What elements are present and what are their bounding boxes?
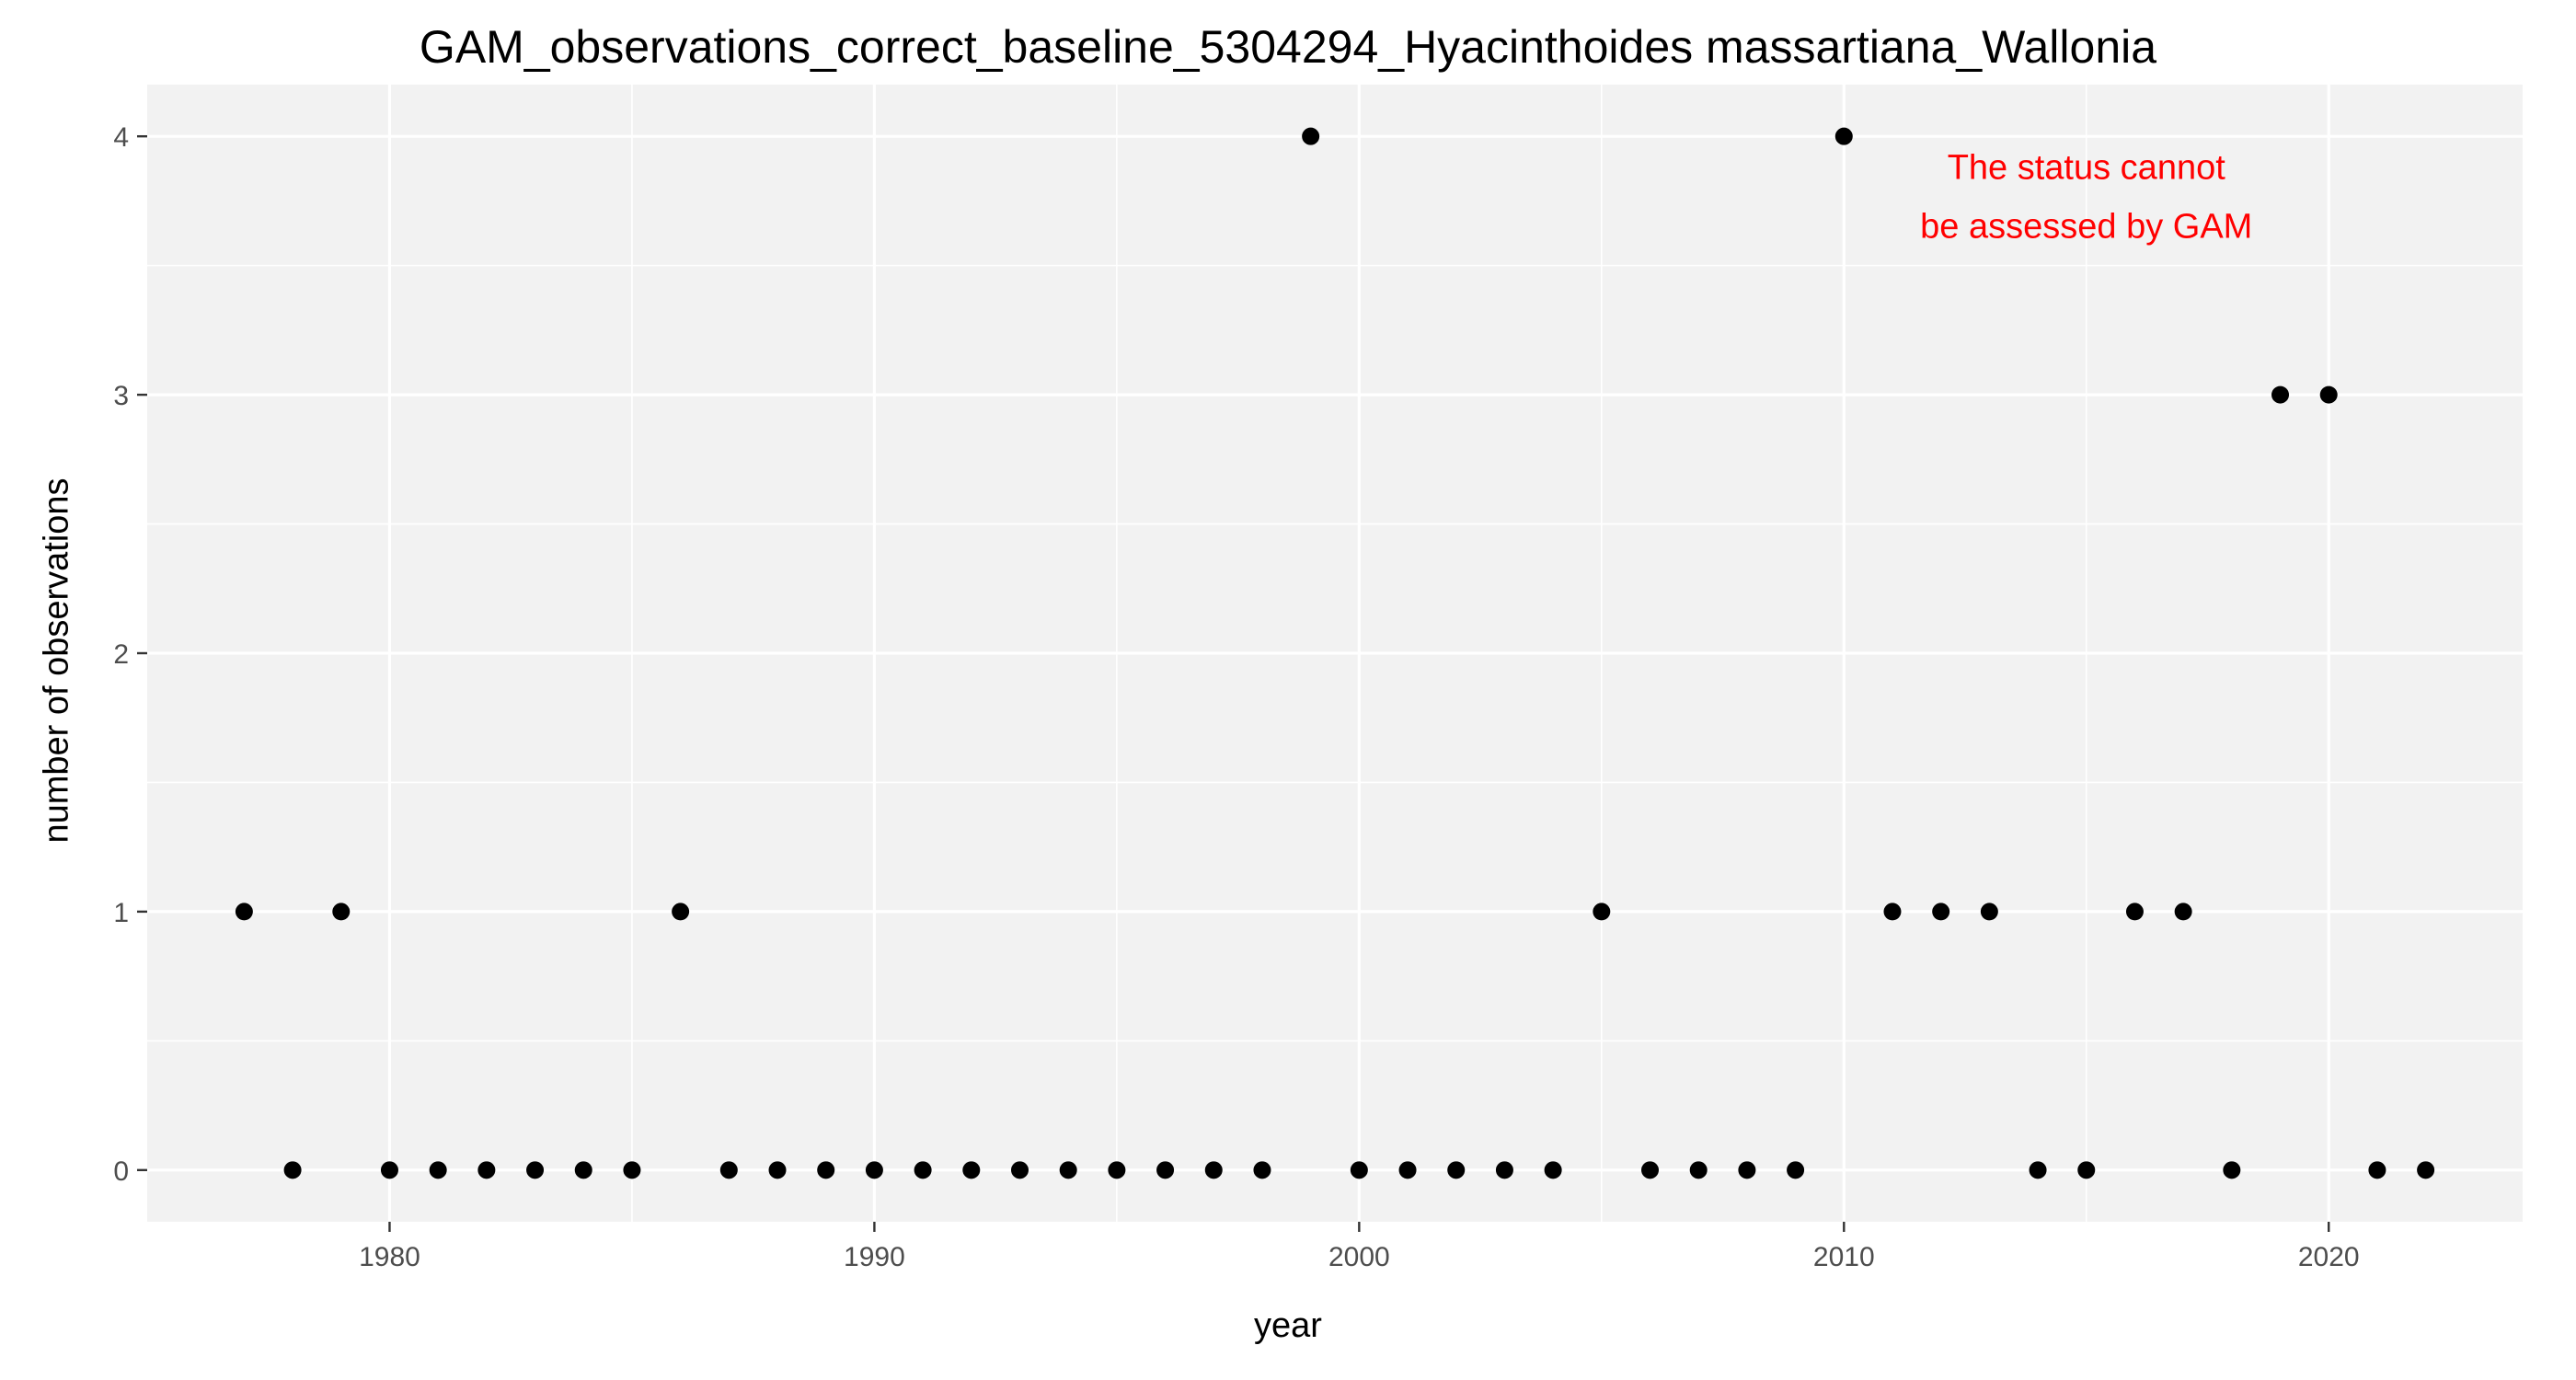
- data-point: [719, 1161, 738, 1179]
- x-tick-label: 1990: [844, 1242, 905, 1272]
- data-point: [768, 1161, 787, 1179]
- major-gridlines: [147, 85, 2523, 1222]
- data-point: [672, 903, 690, 921]
- data-point: [1544, 1161, 1562, 1179]
- y-tick-label: 1: [113, 898, 129, 928]
- chart-title: GAM_observations_correct_baseline_530429…: [419, 21, 2157, 73]
- data-point: [1593, 903, 1611, 921]
- data-points: [235, 127, 2435, 1179]
- data-point: [914, 1161, 932, 1179]
- data-point: [1010, 1161, 1029, 1179]
- data-point: [1689, 1161, 1708, 1179]
- x-tick-label: 2000: [1328, 1242, 1390, 1272]
- data-point: [1447, 1161, 1466, 1179]
- data-point: [1253, 1161, 1271, 1179]
- data-point: [477, 1161, 496, 1179]
- data-point: [332, 903, 351, 921]
- data-point: [1204, 1161, 1223, 1179]
- x-axis: 1980 1990 2000 2010 2020: [359, 1222, 2360, 1272]
- data-point: [235, 903, 253, 921]
- y-tick-label: 2: [113, 639, 129, 670]
- data-point: [1156, 1161, 1175, 1179]
- data-point: [1738, 1161, 1756, 1179]
- y-tick-label: 3: [113, 381, 129, 411]
- data-point: [1398, 1161, 1417, 1179]
- data-point: [1059, 1161, 1077, 1179]
- data-point: [817, 1161, 835, 1179]
- data-point: [865, 1161, 883, 1179]
- data-point: [2319, 385, 2338, 404]
- data-point: [2417, 1161, 2435, 1179]
- data-point: [2174, 903, 2192, 921]
- data-point: [1834, 127, 1853, 145]
- data-point: [623, 1161, 641, 1179]
- data-point: [1932, 903, 1950, 921]
- data-point: [1883, 903, 1902, 921]
- data-point: [2223, 1161, 2241, 1179]
- x-tick-label: 2010: [1813, 1242, 1875, 1272]
- data-point: [2077, 1161, 2096, 1179]
- data-point: [283, 1161, 302, 1179]
- data-point: [2271, 385, 2290, 404]
- y-tick-label: 4: [113, 122, 129, 153]
- x-tick-label: 2020: [2298, 1242, 2360, 1272]
- data-point: [2125, 903, 2144, 921]
- annotation-line-1: The status cannot: [1948, 148, 2226, 187]
- data-point: [1350, 1161, 1368, 1179]
- y-tick-label: 0: [113, 1156, 129, 1187]
- data-point: [1641, 1161, 1660, 1179]
- data-point: [2368, 1161, 2386, 1179]
- data-point: [1495, 1161, 1513, 1179]
- annotation-line-2: be assessed by GAM: [1920, 207, 2252, 246]
- y-axis: 0 1 2 3 4: [113, 122, 147, 1187]
- data-point: [1302, 127, 1320, 145]
- data-point: [1787, 1161, 1805, 1179]
- data-point: [962, 1161, 981, 1179]
- x-tick-label: 1980: [359, 1242, 420, 1272]
- data-point: [1980, 903, 1998, 921]
- data-point: [574, 1161, 592, 1179]
- data-point: [380, 1161, 398, 1179]
- x-axis-label: year: [1254, 1306, 1322, 1345]
- data-point: [429, 1161, 447, 1179]
- data-point: [1108, 1161, 1126, 1179]
- data-point: [2029, 1161, 2047, 1179]
- data-point: [526, 1161, 545, 1179]
